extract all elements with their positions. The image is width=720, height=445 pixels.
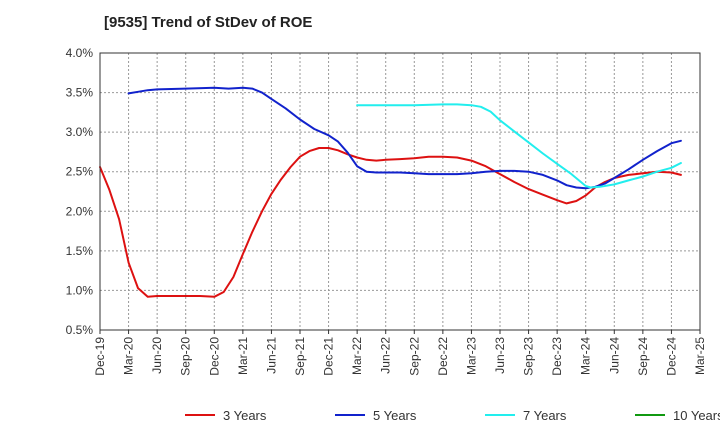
series-line	[127, 86, 682, 190]
x-tick-label: Jun-20	[150, 337, 164, 374]
x-tick-label: Dec-23	[550, 337, 564, 376]
series-line	[99, 147, 682, 298]
y-tick-label: 1.0%	[66, 283, 94, 297]
x-tick-label: Dec-19	[93, 337, 107, 376]
plot-frame	[99, 52, 701, 331]
x-tick-label: Jun-22	[379, 337, 393, 374]
x-tick-label: Sep-20	[179, 337, 193, 376]
axes: 0.5% 1.0% 1.5% 2.0% 2.5% 3.0% 3.5% 4.0% Dec-19 Ma…	[66, 46, 707, 376]
y-tick-label: 1.5%	[66, 244, 94, 258]
x-tick-label: Sep-23	[522, 337, 536, 376]
x-tick-label: Jun-24	[607, 337, 621, 374]
x-tick-label: Sep-21	[293, 337, 307, 376]
chart-title: [9535] Trend of StDev of ROE	[104, 14, 313, 31]
x-tick-label: Dec-24	[664, 337, 678, 376]
x-tick-label: Dec-22	[436, 337, 450, 376]
y-tick-label: 3.0%	[66, 125, 94, 139]
y-tick-label: 2.5%	[66, 165, 94, 179]
x-tick-label: Dec-20	[207, 337, 221, 376]
x-tick-label: Mar-20	[122, 337, 136, 375]
grid-lines	[100, 52, 701, 330]
legend-label: 3 Years	[223, 408, 267, 423]
y-tick-label: 3.5%	[66, 86, 94, 100]
x-tick-label: Jun-21	[264, 337, 278, 374]
x-tick-label: Mar-22	[350, 337, 364, 375]
series-line	[356, 103, 682, 189]
y-tick-label: 2.0%	[66, 204, 94, 218]
legend-label: 10 Years	[673, 408, 720, 423]
x-tick-label: Mar-21	[236, 337, 250, 375]
series-lines	[99, 86, 682, 298]
legend-label: 7 Years	[523, 408, 567, 423]
y-tick-label: 4.0%	[66, 46, 94, 60]
x-tick-label: Jun-23	[493, 337, 507, 374]
x-tick-label: Mar-25	[693, 337, 707, 375]
x-tick-label: Mar-24	[579, 337, 593, 375]
legend-label: 5 Years	[373, 408, 417, 423]
y-tick-label: 0.5%	[66, 323, 94, 337]
x-tick-label: Mar-23	[464, 337, 478, 375]
x-tick-label: Sep-22	[407, 337, 421, 376]
legend: 3 Years 5 Years 7 Years 10 Years	[185, 408, 720, 423]
x-tick-label: Dec-21	[322, 337, 336, 376]
x-tick-label: Sep-24	[636, 337, 650, 376]
